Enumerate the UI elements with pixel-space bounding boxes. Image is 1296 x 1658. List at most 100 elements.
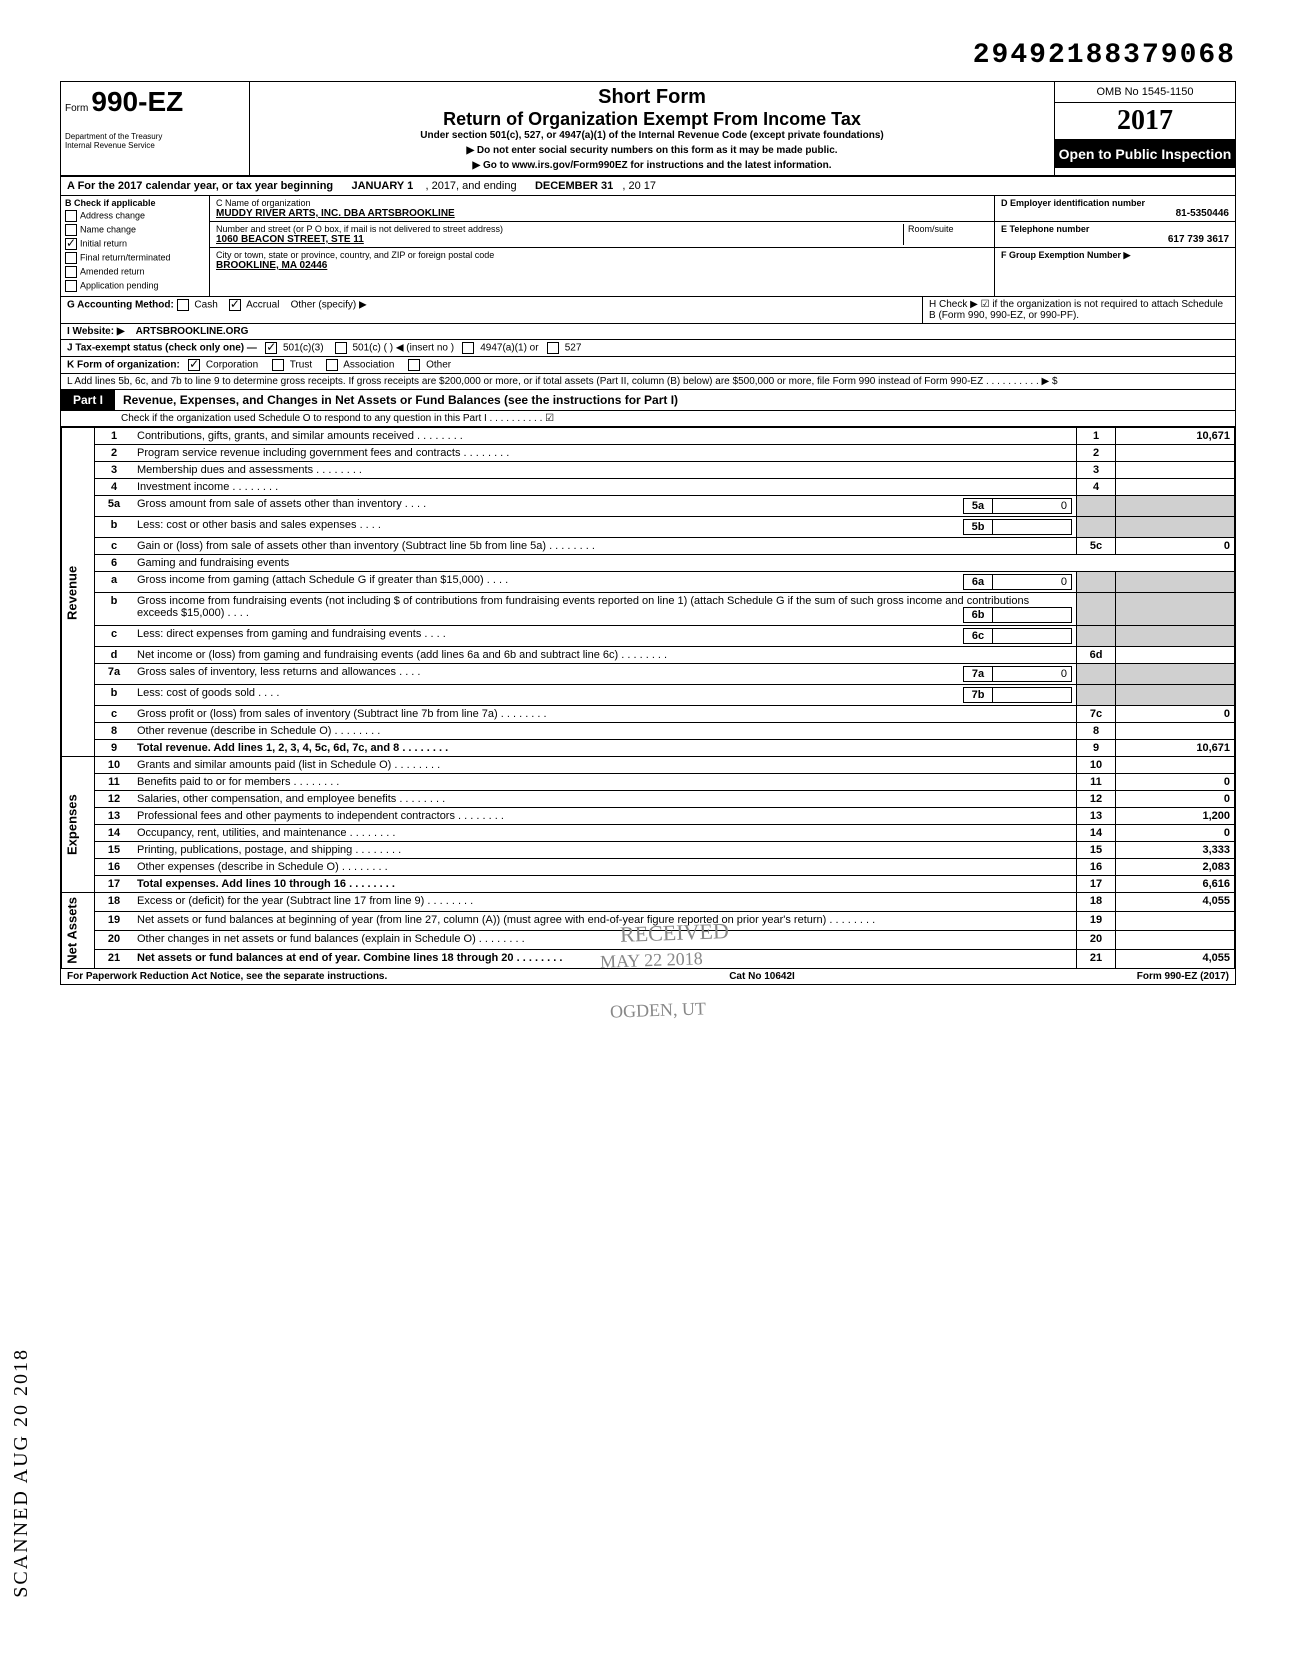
sub-line-amt [993, 519, 1072, 535]
amount-value: 2,083 [1116, 859, 1235, 876]
line-desc: Gross amount from sale of assets other t… [133, 496, 1077, 517]
amount-line-num: 12 [1077, 791, 1116, 808]
amount-line-num: 13 [1077, 808, 1116, 825]
org-street: 1060 BEACON STREET, STE 11 [216, 234, 903, 245]
line-desc: Total expenses. Add lines 10 through 16 … [133, 876, 1077, 893]
label-g: G Accounting Method: [67, 300, 174, 311]
checkbox[interactable] [65, 280, 77, 292]
chk-other-org[interactable] [408, 359, 420, 371]
org-street-row: Number and street (or P O box, if mail i… [210, 222, 994, 248]
row-g-h: G Accounting Method: Cash Accrual Other … [61, 297, 1235, 324]
line-desc: Net income or (loss) from gaming and fun… [133, 647, 1077, 664]
shaded-cell [1077, 626, 1116, 647]
line-number: 18 [95, 893, 134, 912]
chk-501c3[interactable] [265, 342, 277, 354]
chk-assoc[interactable] [326, 359, 338, 371]
side-label: Revenue [62, 428, 95, 757]
label-k: K Form of organization: [67, 360, 180, 371]
checkbox[interactable] [65, 210, 77, 222]
amount-value [1116, 647, 1235, 664]
chk-4947[interactable] [462, 342, 474, 354]
trust-label: Trust [290, 360, 312, 371]
amount-line-num: 14 [1077, 825, 1116, 842]
amount-line-num: 1 [1077, 428, 1116, 445]
line-number: 7a [95, 664, 134, 685]
line-number: 19 [95, 911, 134, 930]
amount-line-num: 16 [1077, 859, 1116, 876]
label-a: A For the 2017 calendar year, or tax yea… [67, 180, 333, 192]
amount-value [1116, 479, 1235, 496]
chk-527[interactable] [547, 342, 559, 354]
table-row: 13Professional fees and other payments t… [62, 808, 1235, 825]
org-street-label: Number and street (or P O box, if mail i… [216, 224, 903, 234]
sub-line-amt [993, 607, 1072, 623]
chk-cash[interactable] [177, 299, 189, 311]
amount-value: 10,671 [1116, 740, 1235, 757]
stamp-ogden: OGDEN, UT [610, 998, 707, 1022]
document-id: 29492188379068 [60, 40, 1236, 71]
footer-mid: Cat No 10642I [729, 971, 795, 982]
org-city-label: City or town, state or province, country… [216, 250, 988, 260]
table-row: 6Gaming and fundraising events [62, 555, 1235, 572]
line-number: 20 [95, 930, 134, 949]
amount-value: 0 [1116, 774, 1235, 791]
amount-value: 0 [1116, 825, 1235, 842]
table-row: 9Total revenue. Add lines 1, 2, 3, 4, 5c… [62, 740, 1235, 757]
form-number: 990-EZ [91, 86, 183, 117]
form-subtitle: Under section 501(c), 527, or 4947(a)(1)… [258, 130, 1046, 141]
tax-year: 2017 [1055, 103, 1235, 140]
amount-line-num: 10 [1077, 757, 1116, 774]
dept-label: Department of the Treasury Internal Reve… [65, 132, 245, 150]
check-label: Name change [80, 224, 136, 234]
table-row: cGain or (loss) from sale of assets othe… [62, 538, 1235, 555]
ein-value: 81-5350446 [1001, 208, 1229, 219]
line-number: b [95, 593, 134, 626]
table-row: 19Net assets or fund balances at beginni… [62, 911, 1235, 930]
amount-line-num: 19 [1077, 911, 1116, 930]
check-row: Address change [65, 210, 205, 222]
other-label: Other (specify) ▶ [291, 300, 367, 311]
line-number: 2 [95, 445, 134, 462]
ein-label: D Employer identification number [1001, 198, 1229, 208]
chk-501c[interactable] [335, 342, 347, 354]
checkbox[interactable] [65, 266, 77, 278]
amount-value [1116, 462, 1235, 479]
amount-line-num: 17 [1077, 876, 1116, 893]
line-desc: Total revenue. Add lines 1, 2, 3, 4, 5c,… [133, 740, 1077, 757]
line-number: d [95, 647, 134, 664]
line-number: 17 [95, 876, 134, 893]
form-footer: For Paperwork Reduction Act Notice, see … [61, 969, 1235, 984]
checkbox[interactable] [65, 224, 77, 236]
chk-accrual[interactable] [229, 299, 241, 311]
line-desc: Gross profit or (loss) from sales of inv… [133, 706, 1077, 723]
line-desc: Program service revenue including govern… [133, 445, 1077, 462]
footer-right: Form 990-EZ (2017) [1137, 971, 1229, 982]
side-label: Expenses [62, 757, 95, 893]
checkbox[interactable] [65, 238, 77, 250]
amount-line-num: 6d [1077, 647, 1116, 664]
table-row: 17Total expenses. Add lines 10 through 1… [62, 876, 1235, 893]
line-number: 15 [95, 842, 134, 859]
check-row: Application pending [65, 280, 205, 292]
sub-line-num: 7b [963, 687, 993, 703]
line-desc: Contributions, gifts, grants, and simila… [133, 428, 1077, 445]
line-number: c [95, 626, 134, 647]
line-desc: Gross sales of inventory, less returns a… [133, 664, 1077, 685]
501c-label: 501(c) ( ) ◀ (insert no ) [352, 343, 454, 354]
amount-line-num: 15 [1077, 842, 1116, 859]
checkbox[interactable] [65, 252, 77, 264]
corp-label: Corporation [206, 360, 258, 371]
row-k: K Form of organization: Corporation Trus… [61, 357, 1235, 374]
line-number: 13 [95, 808, 134, 825]
sub-line-amt [993, 687, 1072, 703]
amount-value [1116, 445, 1235, 462]
chk-corp[interactable] [188, 359, 200, 371]
line-desc: Other changes in net assets or fund bala… [133, 930, 1077, 949]
sub-line-amt: 0 [993, 498, 1072, 514]
shaded-cell [1116, 517, 1235, 538]
chk-trust[interactable] [272, 359, 284, 371]
line-number: 11 [95, 774, 134, 791]
line-number: 9 [95, 740, 134, 757]
line-desc: Membership dues and assessments . . . . … [133, 462, 1077, 479]
shaded-cell [1077, 572, 1116, 593]
